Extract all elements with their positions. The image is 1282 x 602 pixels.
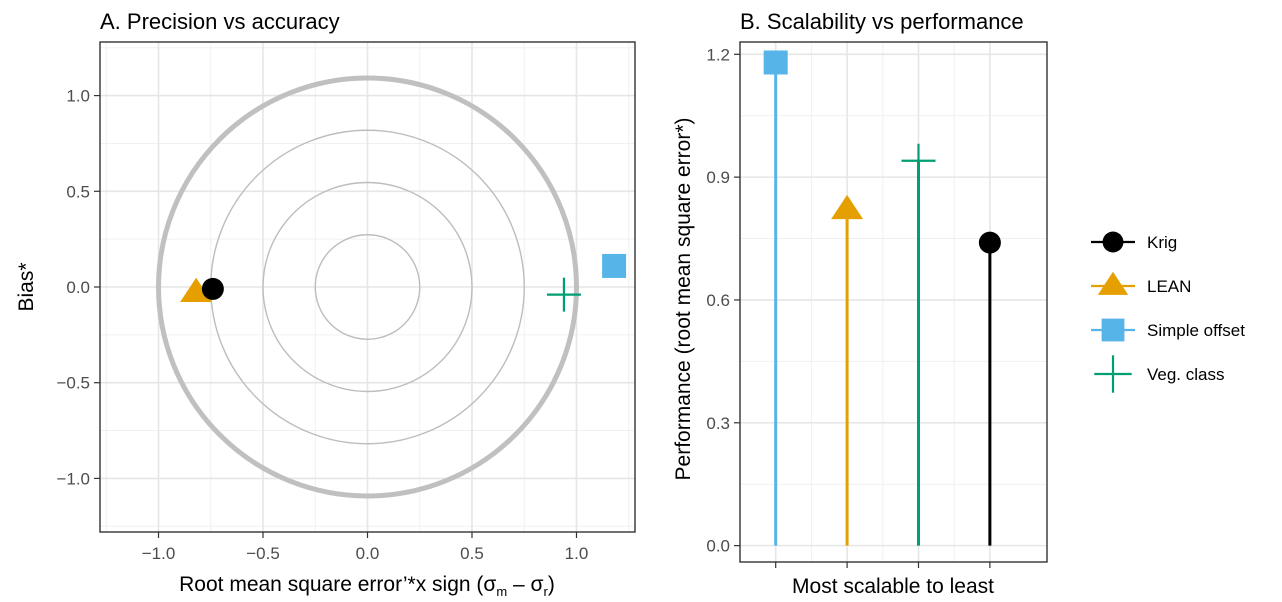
panel-a-point-simple-offset bbox=[602, 253, 627, 278]
legend-item-simple-offset: Simple offset bbox=[1091, 318, 1245, 342]
panel-a-x-axis-title: Root mean square error’*x sign (σm – σr) bbox=[179, 573, 555, 599]
legend-label-krig: Krig bbox=[1147, 233, 1177, 252]
panel-a-x-axis: −1.0 −0.5 0.0 0.5 1.0 bbox=[142, 532, 589, 563]
panel-a-y-tick-label: −0.5 bbox=[56, 374, 90, 393]
panel-b-scalability-performance: B. Scalability vs performance 0.00.30.60… bbox=[672, 9, 1048, 598]
panel-a-reference-circles bbox=[156, 75, 579, 499]
panel-a-reference-circle bbox=[314, 234, 421, 340]
panel-b-y-tick-label: 1.2 bbox=[706, 45, 730, 64]
panel-b-point-krig bbox=[978, 231, 1001, 254]
panel-b-border bbox=[739, 41, 1048, 563]
panel-a-y-tick-label: 1.0 bbox=[66, 87, 90, 106]
panel-b-y-axis: 0.0 0.3 0.6 0.9 1.2 bbox=[706, 45, 740, 556]
panel-a-x-tick-label: −1.0 bbox=[142, 544, 176, 563]
panel-a-point-krig bbox=[201, 277, 224, 300]
legend: Krig LEAN Simple offset Veg. class bbox=[1091, 231, 1245, 393]
panel-a-x-tick-label: 0.0 bbox=[356, 544, 380, 563]
panel-b-grid bbox=[740, 42, 1047, 562]
legend-label-lean: LEAN bbox=[1147, 277, 1191, 296]
legend-label-simple-offset: Simple offset bbox=[1147, 321, 1245, 340]
panel-a-y-tick-label: 0.5 bbox=[66, 182, 90, 201]
panel-a-title: A. Precision vs accuracy bbox=[100, 9, 340, 34]
panel-a-y-axis-title: Bias* bbox=[15, 262, 38, 311]
panel-b-x-axis-title: Most scalable to least bbox=[792, 575, 994, 598]
panel-a-x-tick-label: 0.5 bbox=[460, 544, 484, 563]
panel-a-y-tick-label: −1.0 bbox=[56, 469, 90, 488]
panel-a-y-axis: −1.0 −0.5 0.0 0.5 1.0 bbox=[56, 87, 100, 488]
panel-b-x-axis bbox=[775, 562, 991, 568]
legend-label-veg-class: Veg. class bbox=[1147, 365, 1225, 384]
panel-b-y-tick-label: 0.6 bbox=[706, 291, 730, 310]
panel-b-y-tick-label: 0.0 bbox=[706, 537, 730, 556]
panel-b-y-tick-label: 0.3 bbox=[706, 414, 730, 433]
panel-a-reference-circle bbox=[156, 75, 579, 499]
panel-b-background bbox=[740, 42, 1047, 562]
panel-a-reference-circle bbox=[262, 181, 473, 393]
legend-key-krig bbox=[1102, 231, 1124, 253]
legend-item-veg-class: Veg. class bbox=[1094, 355, 1225, 393]
panel-b-y-axis-title: Performance (root mean square error*) bbox=[672, 118, 695, 481]
legend-key-veg-class bbox=[1094, 355, 1132, 393]
panel-a-x-tick-label: −0.5 bbox=[246, 544, 280, 563]
panel-a-point-lean bbox=[180, 277, 213, 303]
legend-item-lean: LEAN bbox=[1091, 271, 1191, 296]
panel-b-lollipops bbox=[763, 50, 1001, 546]
panel-a-point-veg-class bbox=[546, 277, 581, 312]
panel-a-grid bbox=[100, 42, 635, 532]
legend-item-krig: Krig bbox=[1091, 231, 1177, 253]
panel-a-y-tick-label: 0.0 bbox=[66, 278, 90, 297]
panel-a-points bbox=[180, 253, 627, 312]
panel-b-title: B. Scalability vs performance bbox=[740, 9, 1024, 34]
panel-b-point-veg-class bbox=[901, 143, 936, 178]
panel-a-x-tick-label: 1.0 bbox=[565, 544, 589, 563]
panel-a-precision-accuracy: A. Precision vs accuracy −1.0 −0.5 0.0 0.5 1… bbox=[15, 9, 636, 599]
panel-b-y-tick-label: 0.9 bbox=[706, 168, 730, 187]
legend-key-lean bbox=[1097, 271, 1129, 295]
panel-b-point-simple-offset bbox=[763, 50, 788, 75]
panel-b-point-lean bbox=[831, 194, 864, 220]
legend-key-simple-offset bbox=[1101, 318, 1125, 342]
